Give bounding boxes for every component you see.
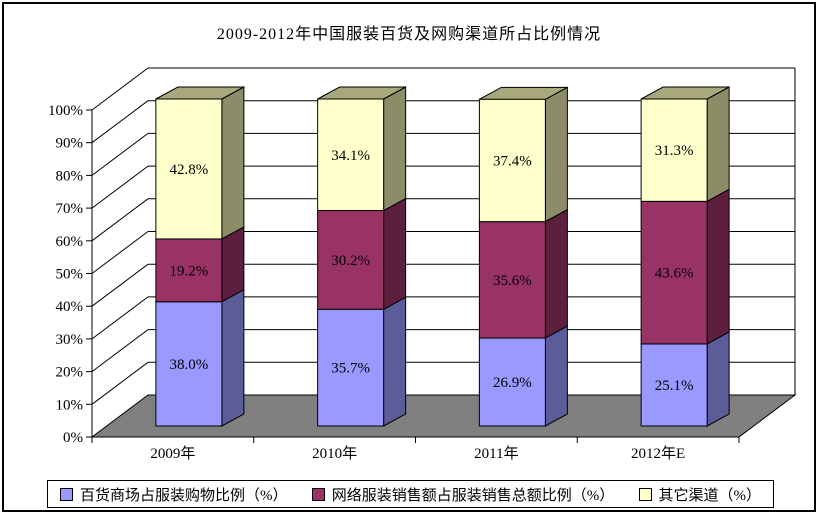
bar-segment (478, 337, 546, 427)
legend-swatch-department-store (60, 487, 73, 501)
legend-label-department-store: 百货商场占服装购物比例（%） (80, 487, 288, 504)
y-axis-label: 20% (56, 365, 84, 381)
segment-value-label: 35.7% (331, 361, 370, 377)
chart-floor (90, 394, 797, 438)
bar-segment (317, 98, 385, 212)
legend-item-department-store: 百货商场占服装购物比例（%） (60, 484, 288, 505)
segment-value-label: 31.3% (655, 143, 694, 159)
y-axis-label: 10% (56, 397, 84, 413)
bar-segment-side (706, 331, 730, 427)
gridline-left-wall (91, 296, 149, 340)
gridline-left-wall (91, 100, 149, 144)
y-axis-label: 70% (56, 201, 84, 217)
bar-segment-side (544, 325, 568, 427)
y-axis-label: 40% (56, 299, 84, 315)
bar-segment (317, 210, 385, 310)
y-axis-label: 30% (56, 332, 84, 348)
bar-segment-side (221, 288, 245, 427)
bar-segment (317, 308, 385, 427)
y-axis-label: 90% (56, 136, 84, 152)
bar-segment-side (544, 86, 568, 223)
chart-plot: 0% 10% 20% 30% 40% 50% 60% 70% 80% 90% 100% 38.0% 19… (48, 67, 797, 462)
bar-segment (155, 98, 223, 240)
segment-value-label: 19.2% (170, 263, 209, 279)
y-axis-label: 80% (56, 168, 84, 184)
segment-value-label: 43.6% (655, 266, 694, 282)
bar-segment-side (706, 188, 730, 345)
bar-segment (478, 98, 546, 223)
bar-segment-side (221, 226, 245, 303)
bar-segment-side (383, 86, 407, 212)
legend-item-online-sales: 网络服装销售额占服装销售总额比例（%） (311, 484, 615, 505)
y-axis-label: 0% (63, 430, 83, 446)
x-axis-label: 2011年 (474, 445, 518, 462)
bar-segment (155, 301, 223, 427)
gridline-left-wall (91, 198, 149, 242)
segment-value-label: 42.8% (170, 162, 209, 178)
x-axis-label: 2010年 (312, 445, 357, 462)
y-axis-label: 60% (56, 234, 84, 250)
gridline-left-wall (91, 231, 149, 274)
gridline-left-wall (91, 329, 149, 373)
legend-item-other-channels: 其它渠道（%） (638, 484, 762, 505)
gridline-left-wall (91, 361, 149, 405)
segment-value-label: 26.9% (493, 375, 532, 391)
legend-swatch-other-channels (638, 487, 652, 501)
bar-segment-side (383, 197, 407, 311)
segment-value-label: 30.2% (331, 253, 370, 269)
y-axis-label: 100% (48, 103, 83, 119)
legend-label-other-channels: 其它渠道（%） (658, 487, 762, 504)
legend-label-online-sales: 网络服装销售额占服装销售总额比例（%） (331, 487, 615, 504)
bar-segment-side (544, 208, 568, 339)
bar-segment-side (383, 296, 407, 427)
segment-value-label: 37.4% (493, 153, 532, 169)
segment-value-label: 38.0% (170, 357, 209, 373)
segment-value-label: 25.1% (655, 378, 694, 394)
x-axis-label: 2009年 (150, 445, 195, 462)
gridline-left-wall (91, 67, 149, 111)
gridline-left-wall (91, 263, 149, 307)
legend-swatch-online-sales (311, 487, 325, 501)
x-axis-label: 2012年E (631, 445, 685, 462)
bar-segment (478, 221, 546, 339)
gridline-left-wall (91, 132, 149, 176)
bar-segment (640, 98, 708, 202)
legend: 百货商场占服装购物比例（%） 网络服装销售额占服装销售总额比例（%） 其它渠道（… (47, 480, 774, 508)
gridline-left-wall (91, 165, 149, 209)
bar-segment (640, 200, 708, 345)
segment-value-label: 34.1% (331, 148, 370, 164)
bar-segment (155, 238, 223, 303)
y-axis-label: 50% (56, 267, 84, 283)
bar-segment (640, 343, 708, 427)
bar-segment-side (706, 86, 730, 203)
chart-title: 2009-2012年中国服装百货及网购渠道所占比例情况 (216, 26, 602, 43)
bar-segment-side (221, 86, 245, 240)
segment-value-label: 35.6% (493, 273, 532, 289)
